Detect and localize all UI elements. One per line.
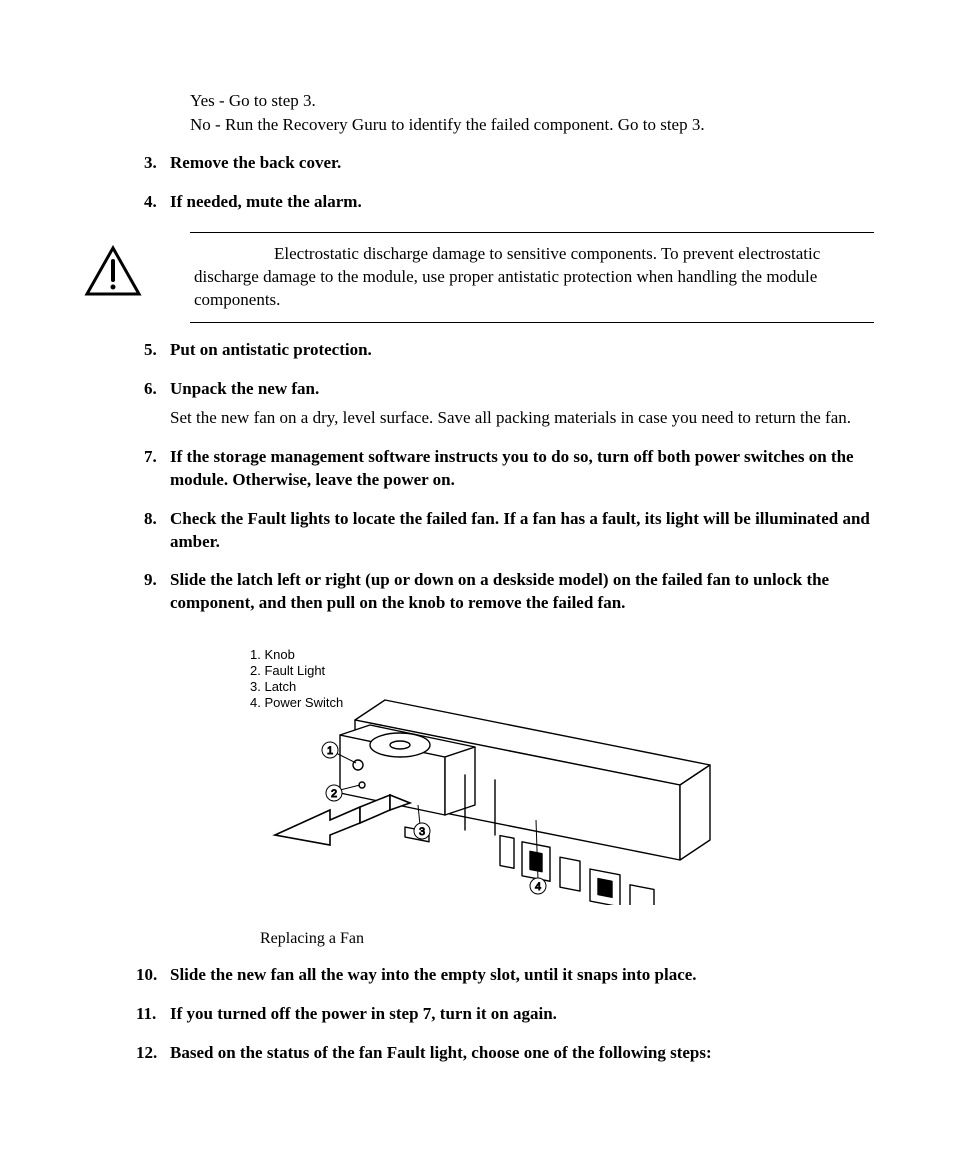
svg-text:3: 3	[419, 826, 425, 838]
steps-group-a: 3. Remove the back cover. 4. If needed, …	[80, 152, 874, 214]
step-number: 3.	[144, 152, 157, 175]
svg-text:2: 2	[331, 788, 337, 800]
step-number: 4.	[144, 191, 157, 214]
caution-block: Electrostatic discharge damage to sensit…	[80, 232, 874, 323]
step-9: 9. Slide the latch left or right (up or …	[170, 569, 874, 615]
step-10: 10. Slide the new fan all the way into t…	[170, 964, 874, 987]
caution-text: Electrostatic discharge damage to sensit…	[194, 243, 874, 312]
step-heading: Slide the latch left or right (up or dow…	[170, 570, 829, 612]
step-3: 3. Remove the back cover.	[170, 152, 874, 175]
figure-caption: Replacing a Fan	[260, 930, 874, 948]
steps-group-b: 5. Put on antistatic protection. 6. Unpa…	[80, 339, 874, 615]
legend-1: 1. Knob	[250, 647, 295, 662]
step-number: 7.	[144, 446, 157, 469]
step-heading: If the storage management software instr…	[170, 447, 854, 489]
intro-yes: Yes - Go to step 3.	[190, 90, 874, 112]
step-heading: Check the Fault lights to locate the fai…	[170, 509, 870, 551]
step-body: Set the new fan on a dry, level surface.…	[170, 407, 874, 430]
step-6: 6. Unpack the new fan. Set the new fan o…	[170, 378, 874, 430]
step-heading: Put on antistatic protection.	[170, 340, 372, 359]
svg-text:4: 4	[535, 881, 541, 893]
step-heading: Unpack the new fan.	[170, 379, 319, 398]
step-5: 5. Put on antistatic protection.	[170, 339, 874, 362]
step-number: 10.	[136, 964, 157, 987]
step-4: 4. If needed, mute the alarm.	[170, 191, 874, 214]
legend-4: 4. Power Switch	[250, 695, 343, 710]
step-number: 8.	[144, 508, 157, 531]
step-7: 7. If the storage management software in…	[170, 446, 874, 492]
step-12: 12. Based on the status of the fan Fault…	[170, 1042, 874, 1065]
legend-3: 3. Latch	[250, 679, 296, 694]
step-number: 12.	[136, 1042, 157, 1065]
step-heading: If you turned off the power in step 7, t…	[170, 1004, 557, 1023]
step-heading: Remove the back cover.	[170, 153, 341, 172]
legend-2: 2. Fault Light	[250, 663, 326, 678]
figure-replacing-fan: 1. Knob 2. Fault Light 3. Latch 4. Power…	[240, 645, 874, 910]
rule-bottom	[190, 322, 874, 323]
rule-top	[190, 232, 874, 233]
svg-text:1: 1	[327, 745, 333, 757]
intro-no: No - Run the Recovery Guru to identify t…	[190, 114, 874, 136]
step-number: 5.	[144, 339, 157, 362]
caution-icon	[80, 243, 194, 297]
page: Yes - Go to step 3. No - Run the Recover…	[0, 0, 954, 1155]
step-8: 8. Check the Fault lights to locate the …	[170, 508, 874, 554]
steps-group-c: 10. Slide the new fan all the way into t…	[80, 964, 874, 1065]
step-heading: Slide the new fan all the way into the e…	[170, 965, 697, 984]
intro-block: Yes - Go to step 3. No - Run the Recover…	[190, 90, 874, 136]
step-number: 11.	[136, 1003, 156, 1026]
step-number: 9.	[144, 569, 157, 592]
step-number: 6.	[144, 378, 157, 401]
step-heading: Based on the status of the fan Fault lig…	[170, 1043, 712, 1062]
step-11: 11. If you turned off the power in step …	[170, 1003, 874, 1026]
step-heading: If needed, mute the alarm.	[170, 192, 362, 211]
